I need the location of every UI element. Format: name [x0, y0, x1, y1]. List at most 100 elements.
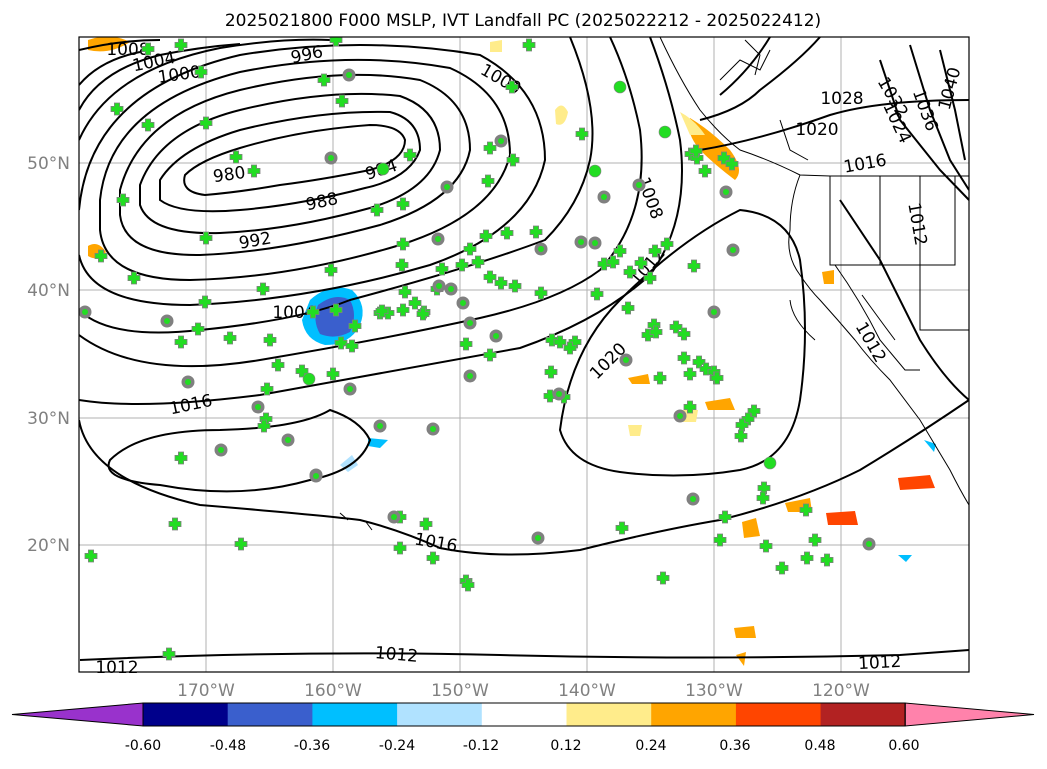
station-circle-core	[677, 413, 683, 419]
station-green-marker	[588, 164, 602, 178]
station-circle-core	[430, 426, 436, 432]
lat-label: 30°N	[27, 409, 70, 429]
isobar-label: 1012	[374, 643, 419, 667]
station-cross-marker	[263, 333, 277, 347]
station-green-marker	[376, 162, 390, 176]
colorbar-segment	[227, 703, 313, 726]
station-cross-marker	[198, 295, 212, 309]
station-cross-marker	[606, 255, 620, 269]
station-cross-marker	[648, 244, 662, 258]
station-cross-marker	[435, 262, 449, 276]
station-cross-marker	[335, 94, 349, 108]
station-cross-marker	[529, 225, 543, 239]
station-cross-marker	[643, 271, 657, 285]
colorbar-tick-label: 0.36	[719, 738, 750, 754]
station-cross-marker	[110, 102, 124, 116]
station-cross-marker	[800, 551, 814, 565]
station-circle-core	[623, 357, 629, 363]
station-cross-marker	[613, 244, 627, 258]
station-cross-marker	[174, 335, 188, 349]
station-cross-marker	[471, 255, 485, 269]
station-cross-marker	[419, 517, 433, 531]
station-cross-marker	[461, 578, 475, 592]
colorbar-segment	[143, 703, 229, 726]
station-circle-core	[82, 309, 88, 315]
station-circle-core	[255, 404, 261, 410]
station-cross-marker	[735, 418, 749, 432]
lon-label: 160°W	[304, 681, 362, 701]
station-circle-core	[448, 286, 454, 292]
station-cross-marker	[223, 331, 237, 345]
station-cross-marker	[545, 333, 559, 347]
colorbar-segment	[481, 703, 567, 726]
station-cross-marker	[522, 38, 536, 52]
colorbar-tick-label: 0.12	[550, 738, 581, 754]
colorbar-tick-label: 0.24	[635, 738, 666, 754]
station-cross-marker	[690, 151, 704, 165]
station-cross-marker	[534, 286, 548, 300]
station-cross-marker	[505, 80, 519, 94]
station-circle-core	[328, 155, 334, 161]
station-cross-marker	[141, 42, 155, 56]
station-circle-core	[636, 182, 642, 188]
colorbar-segment	[566, 703, 652, 726]
station-cross-marker	[575, 127, 589, 141]
station-cross-marker	[615, 521, 629, 535]
station-cross-marker	[348, 319, 362, 333]
map-panel: 1008 1004 1000 996 1000 1028 1020 1024 1…	[78, 36, 970, 678]
colorbar-extend-low	[11, 702, 144, 727]
station-cross-marker	[508, 279, 522, 293]
colorbar-segment	[820, 703, 906, 726]
station-cross-marker	[403, 148, 417, 162]
lat-label: 40°N	[27, 281, 70, 301]
station-cross-marker	[260, 382, 274, 396]
station-cross-marker	[375, 304, 389, 318]
station-cross-marker	[710, 371, 724, 385]
colorbar-tick-label: -0.24	[379, 738, 415, 754]
station-cross-marker	[759, 539, 773, 553]
station-cross-marker	[747, 404, 761, 418]
station-cross-marker	[683, 367, 697, 381]
colorbar-tick-label: -0.36	[294, 738, 330, 754]
station-cross-marker	[544, 365, 558, 379]
station-circle-core	[391, 514, 397, 520]
station-circle-core	[164, 318, 170, 324]
station-cross-marker	[116, 193, 130, 207]
station-cross-marker	[483, 141, 497, 155]
isobar-label: 1012	[95, 658, 138, 678]
station-cross-marker	[398, 285, 412, 299]
station-cross-marker	[820, 553, 834, 567]
colorbar-tick-label: -0.60	[125, 738, 161, 754]
station-cross-marker	[500, 226, 514, 240]
station-circle-core	[218, 447, 224, 453]
station-cross-marker	[247, 164, 261, 178]
station-cross-marker	[416, 307, 430, 321]
station-green-marker	[613, 80, 627, 94]
station-circle-core	[690, 496, 696, 502]
station-circle-core	[723, 189, 729, 195]
lat-labels: 50°N 40°N 30°N 20°N	[27, 154, 70, 556]
station-cross-marker	[199, 116, 213, 130]
isobar-label: 980	[212, 163, 247, 187]
station-cross-marker	[459, 337, 473, 351]
colorbar-segment	[735, 703, 822, 726]
station-circle-core	[538, 246, 544, 252]
station-cross-marker	[455, 258, 469, 272]
station-circle-core	[601, 194, 607, 200]
station-cross-marker	[563, 341, 577, 355]
station-cross-marker	[168, 517, 182, 531]
station-circle-core	[730, 247, 736, 253]
station-green-marker	[302, 372, 316, 386]
station-cross-marker	[426, 551, 440, 565]
station-cross-marker	[370, 203, 384, 217]
station-cross-marker	[271, 358, 285, 372]
station-circle-core	[498, 138, 504, 144]
station-cross-marker	[621, 301, 635, 315]
station-cross-marker	[174, 38, 188, 52]
lon-label: 150°W	[431, 681, 489, 701]
station-circle-core	[592, 240, 598, 246]
station-circle-core	[467, 320, 473, 326]
station-green-marker	[658, 125, 672, 139]
colorbar-tick-label: 0.48	[804, 738, 835, 754]
station-circle-core	[436, 283, 442, 289]
